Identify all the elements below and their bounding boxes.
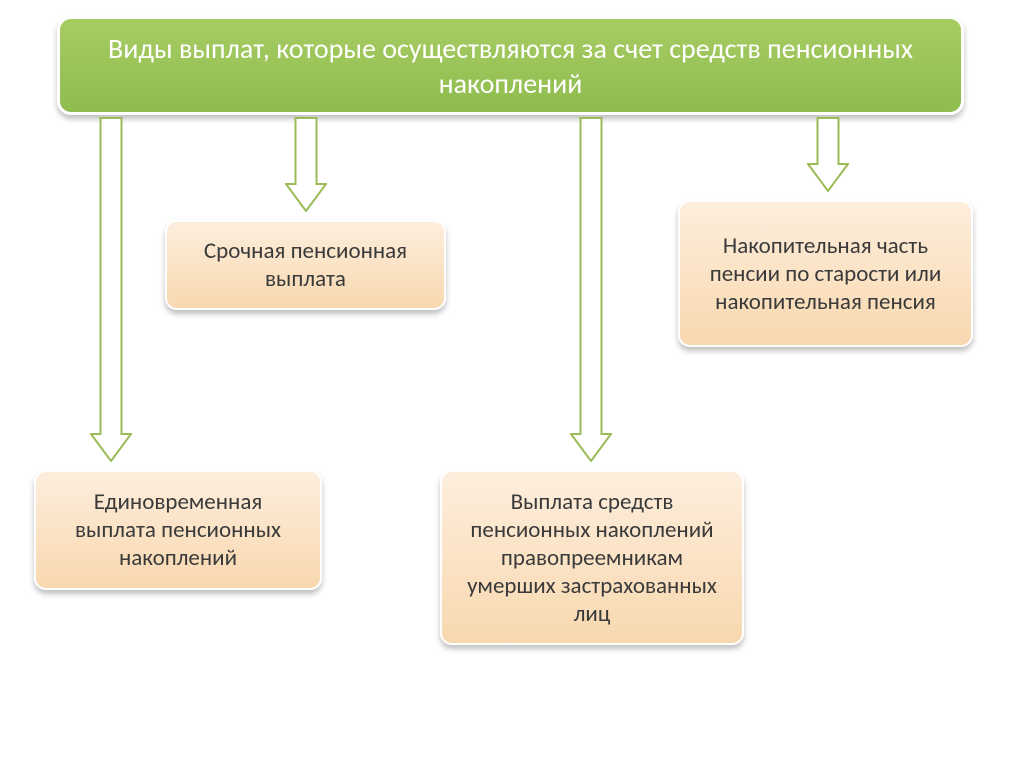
- child-box-2: Единовременная выплата пенсионных накопл…: [34, 470, 322, 590]
- child-text-1: Накопительная часть пенсии по старости и…: [698, 232, 953, 316]
- child-box-1: Накопительная часть пенсии по старости и…: [678, 200, 973, 347]
- child-text-0: Срочная пенсионная выплата: [185, 237, 426, 293]
- arrow-3: [807, 117, 849, 192]
- header-text: Виды выплат, которые осуществляются за с…: [80, 31, 941, 101]
- child-box-0: Срочная пенсионная выплата: [165, 220, 446, 310]
- child-text-3: Выплата средств пенсионных накоплений пр…: [460, 488, 724, 628]
- arrow-0: [90, 117, 132, 462]
- child-text-2: Единовременная выплата пенсионных накопл…: [54, 488, 302, 572]
- child-box-3: Выплата средств пенсионных накоплений пр…: [440, 470, 744, 645]
- header-box: Виды выплат, которые осуществляются за с…: [57, 16, 964, 115]
- arrow-2: [570, 117, 612, 462]
- arrow-1: [285, 117, 327, 212]
